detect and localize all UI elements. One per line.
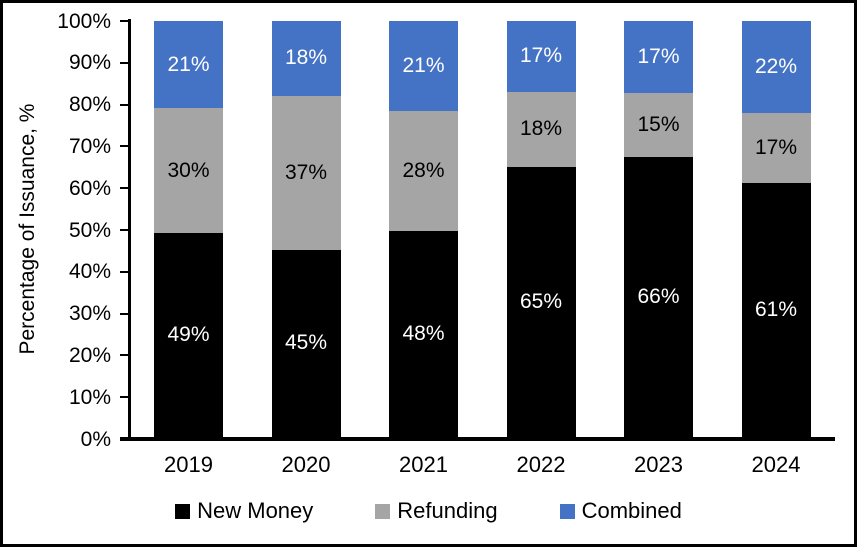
y-tick-label: 0% (80, 427, 111, 451)
y-tick-label: 70% (68, 134, 111, 158)
bar-data-label: 30% (167, 158, 210, 182)
legend-swatch-icon (175, 503, 191, 519)
bar-data-label: 48% (402, 322, 445, 346)
bar-segment: 49% (154, 233, 223, 437)
bar-segment: 28% (389, 111, 458, 232)
y-tick-mark (120, 103, 129, 106)
x-axis-category-label: 2024 (751, 452, 801, 477)
y-tick-label: 100% (57, 9, 111, 33)
y-tick-label: 80% (68, 93, 111, 117)
bar-segment: 21% (389, 21, 458, 112)
y-tick-label: 60% (68, 176, 111, 200)
bar-data-label: 17% (519, 44, 563, 68)
bar-segment: 21% (154, 21, 223, 109)
y-tick-label: 10% (68, 385, 111, 409)
bar-segment: 65% (506, 166, 576, 437)
bar-data-label: 17% (754, 135, 798, 159)
legend-item: New Money (175, 498, 313, 524)
y-tick-mark (120, 187, 129, 190)
bar-segment: 18% (271, 21, 341, 96)
y-tick-mark (120, 312, 129, 315)
bar-data-label: 17% (637, 45, 680, 69)
bar-segment: 15% (624, 93, 693, 157)
bar-data-label: 66% (637, 284, 680, 308)
x-axis-category-label: 2019 (164, 452, 213, 477)
legend-label: New Money (197, 498, 314, 523)
bar-segment: 48% (389, 231, 458, 437)
bar-data-label: 49% (167, 323, 210, 347)
bar-segment: 17% (506, 21, 576, 92)
x-axis-category-label: 2022 (516, 452, 566, 477)
y-tick-label: 30% (68, 302, 111, 326)
legend-swatch-icon (375, 503, 391, 519)
bar-segment: 17% (624, 21, 693, 94)
y-tick-mark (120, 396, 129, 399)
bar-data-label: 15% (637, 112, 680, 136)
bar-data-label: 61% (754, 298, 798, 322)
bar-segment: 37% (271, 95, 341, 250)
y-tick-mark (120, 145, 129, 148)
bar-segment: 66% (624, 156, 693, 437)
bar-data-label: 65% (519, 289, 563, 313)
bar-segment: 18% (506, 91, 576, 167)
y-tick-mark (120, 229, 129, 231)
bar-data-label: 21% (167, 52, 210, 76)
legend: New Money Refunding Combined (3, 498, 854, 524)
y-axis-line (128, 19, 131, 441)
legend-swatch-icon (559, 503, 575, 519)
bar-data-label: 21% (402, 54, 445, 78)
bar-data-label: 45% (284, 331, 328, 355)
legend-label: Refunding (397, 498, 498, 523)
bar-segment: 30% (154, 108, 223, 234)
y-tick-mark (120, 270, 129, 273)
x-axis-category-label: 2023 (634, 452, 683, 477)
legend-item: Combined (559, 498, 682, 524)
y-axis-title: Percentage of Issuance, % (16, 103, 39, 355)
bar-segment: 61% (741, 183, 811, 437)
bar-data-label: 22% (754, 54, 798, 78)
bar-data-label: 37% (284, 160, 328, 184)
y-tick-mark (120, 20, 129, 22)
y-tick-label: 90% (68, 51, 111, 75)
legend-item: Refunding (375, 498, 498, 524)
legend-label: Combined (581, 498, 682, 523)
y-tick-label: 50% (68, 218, 111, 242)
bar-segment: 45% (271, 249, 341, 437)
x-axis-category-label: 2020 (281, 452, 331, 477)
bar-data-label: 18% (519, 117, 563, 141)
y-tick-label: 40% (68, 260, 111, 284)
bar-segment: 17% (741, 112, 811, 184)
bar-segment: 22% (741, 21, 811, 113)
y-tick-mark (120, 354, 129, 357)
y-tick-mark (120, 61, 129, 64)
x-axis-line (120, 437, 835, 441)
x-axis-category-label: 2021 (399, 452, 448, 477)
bar-data-label: 18% (284, 46, 328, 70)
y-tick-label: 20% (68, 343, 111, 367)
bar-data-label: 28% (402, 159, 445, 183)
